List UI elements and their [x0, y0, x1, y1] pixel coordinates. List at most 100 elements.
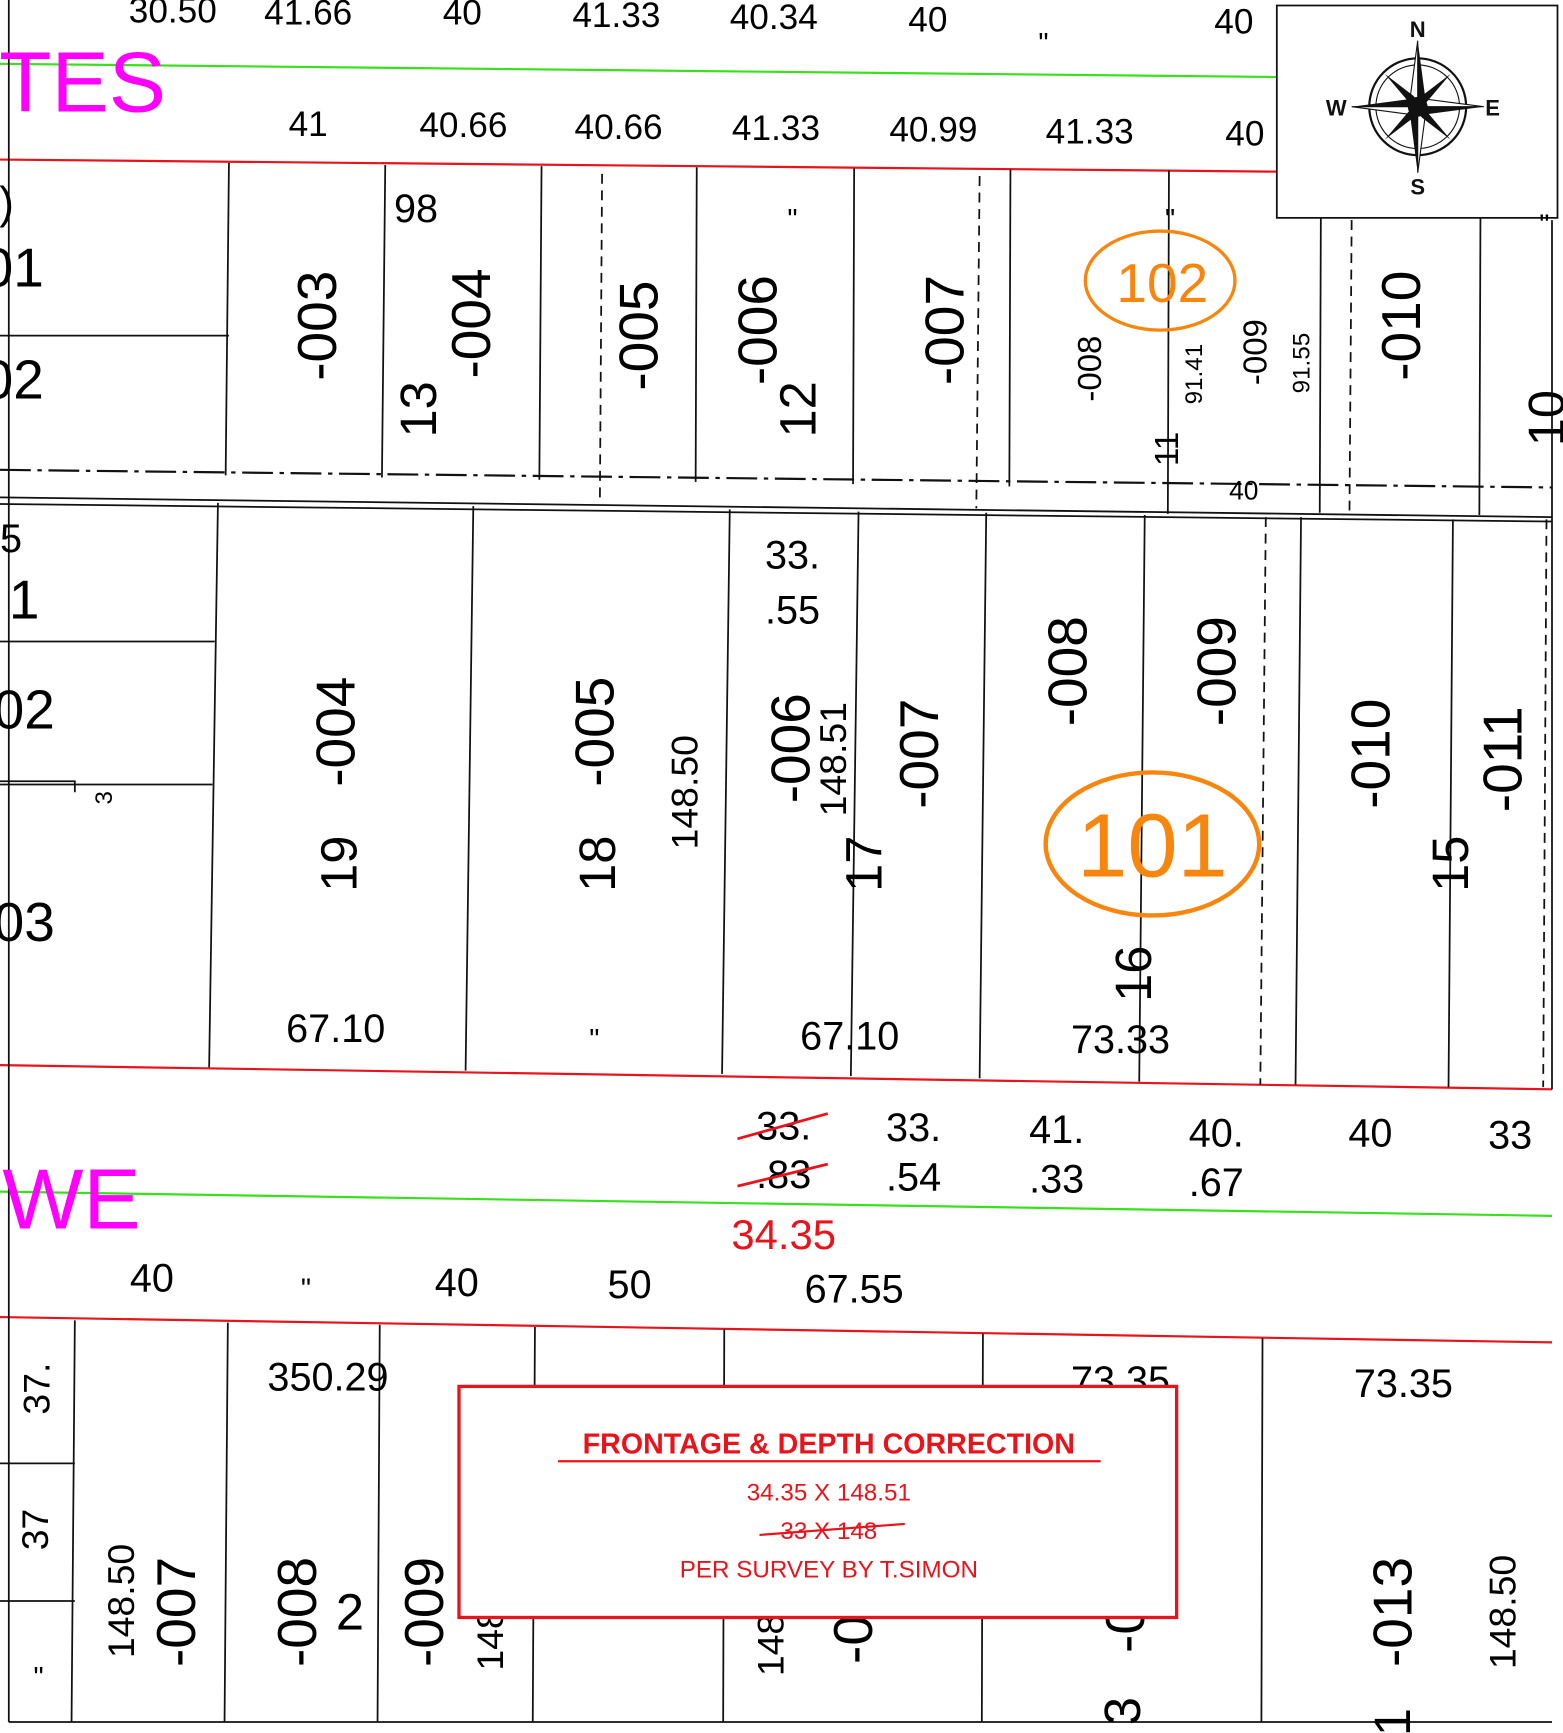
k: -010: [1370, 271, 1432, 381]
k: 40: [130, 1257, 174, 1301]
k: -010: [1339, 699, 1401, 809]
k: ": [1165, 204, 1175, 236]
block-number: 101: [1077, 796, 1228, 897]
k: ": [33, 1662, 43, 1694]
correction-box: [457, 1384, 1179, 1620]
k: .55: [765, 589, 820, 633]
k: .67: [1189, 1161, 1244, 1205]
k: 67.55: [805, 1268, 904, 1312]
r: 1: [1364, 1708, 1421, 1733]
d: 16: [1105, 946, 1162, 1002]
block-number: 102: [1116, 252, 1208, 314]
k: 91.55: [1289, 333, 1316, 394]
street-centerline: [0, 1190, 1553, 1217]
k: -006: [726, 275, 788, 385]
compass-label: W: [1326, 95, 1347, 120]
k: -013: [1361, 1557, 1423, 1667]
k: 40: [443, 0, 482, 33]
k: 40: [1229, 476, 1258, 506]
k: 40.66: [575, 108, 663, 147]
k: 41.33: [1046, 113, 1134, 152]
row-line: [0, 158, 1277, 173]
k: 50: [608, 1263, 652, 1307]
k: -009: [1236, 319, 1273, 385]
row-line: [0, 1064, 1553, 1091]
k: -009: [1185, 616, 1247, 726]
k: ": [1038, 28, 1048, 60]
d: 17: [836, 836, 893, 892]
k: ": [1539, 210, 1549, 242]
k: -011: [1471, 706, 1533, 812]
strike: [759, 1522, 905, 1537]
d: 13: [390, 381, 447, 437]
k: 148.50: [664, 735, 706, 849]
k: -005: [563, 677, 625, 787]
k: -007: [888, 699, 950, 809]
k: -008: [1037, 616, 1099, 726]
k: ": [787, 204, 797, 236]
row-line: [0, 1315, 1553, 1344]
k: 3: [91, 791, 118, 804]
k: 41.66: [264, 0, 352, 33]
k: 02: [0, 349, 44, 411]
k: 40: [1348, 1111, 1392, 1155]
k: .54: [886, 1155, 941, 1199]
k: -004: [305, 677, 367, 787]
d: 10: [1518, 390, 1563, 446]
k: -008: [266, 1557, 328, 1667]
r: 148.51: [812, 702, 854, 816]
k: 41.33: [572, 0, 660, 35]
k: 40: [908, 0, 947, 39]
compass-rose: [1351, 40, 1484, 173]
d: 12: [770, 381, 827, 437]
k: 37: [14, 1509, 56, 1551]
note-text: 34.35 X 148.51: [747, 1480, 911, 1507]
k: -005: [607, 281, 669, 391]
k: 5: [0, 517, 22, 561]
corrected-frontage: 34.35: [731, 1211, 836, 1258]
k: 40: [1214, 3, 1253, 42]
d: 15: [1422, 836, 1479, 892]
d: 11: [1148, 432, 1185, 466]
d: 18: [569, 836, 626, 892]
k: -003: [286, 271, 348, 381]
k: -006: [759, 693, 821, 803]
k: -007: [145, 1557, 207, 1667]
k: ": [589, 1024, 599, 1056]
k: 41.33: [732, 109, 820, 148]
k: 40: [1225, 115, 1264, 154]
block-circle: [1083, 229, 1237, 332]
k: 350.29: [267, 1356, 388, 1400]
k: -0: [822, 1615, 884, 1664]
compass-label: N: [1410, 17, 1426, 42]
compass-label: E: [1485, 95, 1500, 120]
k: 148: [749, 1614, 791, 1676]
k: 40.66: [419, 106, 507, 145]
k: 148.50: [1481, 1555, 1523, 1669]
k: 02: [0, 679, 55, 741]
d: 19: [311, 836, 368, 892]
k: 33.: [765, 534, 820, 578]
k: 41.: [1029, 1108, 1084, 1152]
k: 67.10: [286, 1007, 385, 1051]
d: 2: [336, 1583, 364, 1640]
k: 40: [435, 1261, 479, 1305]
street-name: TES: [0, 35, 166, 131]
strike: [737, 1112, 829, 1141]
k: ": [301, 1274, 311, 1306]
k: ): [0, 179, 14, 228]
r: 3: [1094, 1697, 1151, 1725]
k: 01: [0, 236, 44, 298]
k: .33: [1029, 1158, 1084, 1202]
compass-label: S: [1410, 175, 1425, 200]
k: 73.33: [1071, 1018, 1170, 1062]
k: -008: [1071, 336, 1108, 402]
k: -007: [913, 275, 975, 385]
k: 1: [9, 569, 40, 631]
k: 40.: [1189, 1111, 1244, 1155]
k: -004: [440, 268, 502, 378]
k: 33.: [886, 1106, 941, 1150]
